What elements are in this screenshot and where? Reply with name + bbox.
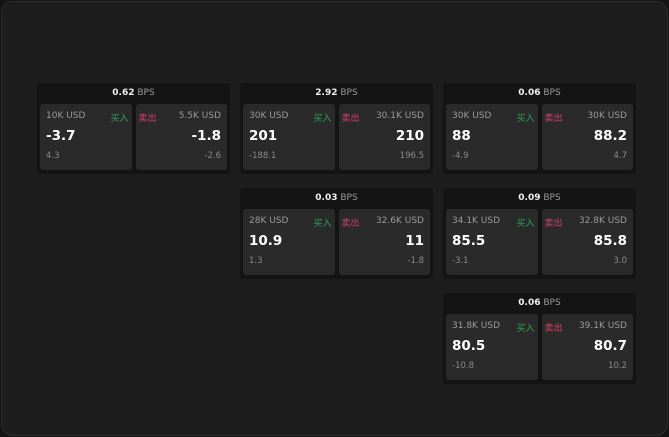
sell-change: 3.0 (613, 256, 627, 266)
price-widget: 0.03 BPS 28K USD 买入 10.9 1.3 卖出 32.6K US… (240, 188, 433, 279)
spread-header: 0.06 BPS (443, 293, 636, 314)
buy-size: 31.8K USD (452, 321, 501, 331)
buy-change: -10.8 (452, 361, 474, 371)
buy-label: 买入 (516, 114, 535, 124)
price-widget: 0.09 BPS 34.1K USD 买入 85.5 -3.1 卖出 32.8K… (443, 188, 636, 279)
spread-unit: BPS (543, 88, 561, 98)
sell-change: -1.8 (407, 256, 424, 266)
buy-price: 80.5 (452, 338, 486, 354)
sell-label: 卖出 (544, 324, 563, 334)
spread-unit: BPS (340, 193, 358, 203)
buy-change: -3.1 (452, 256, 469, 266)
buy-price: -3.7 (46, 128, 76, 144)
sell-button[interactable]: 卖出 32.8K USD 85.8 3.0 (541, 209, 633, 275)
price-widget: 0.06 BPS 31.8K USD 买入 80.5 -10.8 卖出 39.1… (443, 293, 636, 384)
sell-label: 卖出 (544, 114, 563, 124)
sell-size: 32.6K USD (375, 216, 424, 226)
spread-header: 0.62 BPS (37, 83, 230, 104)
sell-label: 卖出 (341, 114, 360, 124)
price-widget: 2.92 BPS 30K USD 买入 201 -188.1 卖出 30.1K … (240, 83, 433, 174)
price-widget: 0.62 BPS 10K USD 买入 -3.7 4.3 卖出 5.5K USD… (37, 83, 230, 174)
spread-header: 0.03 BPS (240, 188, 433, 209)
sell-size: 32.8K USD (578, 216, 627, 226)
spread-unit: BPS (340, 88, 358, 98)
sell-change: -2.6 (204, 151, 221, 161)
buy-change: -4.9 (452, 151, 469, 161)
buy-label: 买入 (516, 324, 535, 334)
buy-label: 买入 (516, 219, 535, 229)
buy-button[interactable]: 28K USD 买入 10.9 1.3 (243, 209, 335, 275)
sell-size: 39.1K USD (578, 321, 627, 331)
sell-button[interactable]: 卖出 5.5K USD -1.8 -2.6 (135, 104, 227, 170)
buy-button[interactable]: 30K USD 买入 88 -4.9 (446, 104, 538, 170)
sell-button[interactable]: 卖出 30K USD 88.2 4.7 (541, 104, 633, 170)
price-widget: 0.06 BPS 30K USD 买入 88 -4.9 卖出 30K USD 8… (443, 83, 636, 174)
buy-label: 买入 (313, 219, 332, 229)
sell-size: 5.5K USD (178, 111, 221, 121)
sell-change: 196.5 (399, 151, 424, 161)
buy-size: 30K USD (452, 111, 492, 121)
buy-price: 201 (249, 128, 278, 144)
buy-label: 买入 (110, 114, 129, 124)
buy-label: 买入 (313, 114, 332, 124)
buy-size: 28K USD (249, 216, 289, 226)
sell-button[interactable]: 卖出 39.1K USD 80.7 10.2 (541, 314, 633, 380)
spread-unit: BPS (543, 298, 561, 308)
spread-value: 0.09 (518, 193, 541, 203)
sell-price: 11 (405, 233, 424, 249)
spread-value: 0.06 (518, 88, 541, 98)
sell-change: 4.7 (613, 151, 627, 161)
buy-size: 34.1K USD (452, 216, 501, 226)
buy-price: 10.9 (249, 233, 283, 249)
sell-button[interactable]: 卖出 30.1K USD 210 196.5 (338, 104, 430, 170)
sell-price: 88.2 (593, 128, 627, 144)
spread-header: 0.06 BPS (443, 83, 636, 104)
sell-label: 卖出 (341, 219, 360, 229)
buy-button[interactable]: 31.8K USD 买入 80.5 -10.8 (446, 314, 538, 380)
spread-header: 2.92 BPS (240, 83, 433, 104)
sell-size: 30.1K USD (375, 111, 424, 121)
buy-change: 1.3 (249, 256, 263, 266)
sell-button[interactable]: 卖出 32.6K USD 11 -1.8 (338, 209, 430, 275)
spread-value: 0.03 (315, 193, 338, 203)
spread-unit: BPS (137, 88, 155, 98)
sell-size: 30K USD (587, 111, 627, 121)
buy-button[interactable]: 10K USD 买入 -3.7 4.3 (40, 104, 132, 170)
buy-button[interactable]: 34.1K USD 买入 85.5 -3.1 (446, 209, 538, 275)
spread-value: 0.06 (518, 298, 541, 308)
sell-price: 80.7 (593, 338, 627, 354)
buy-price: 85.5 (452, 233, 486, 249)
spread-value: 2.92 (315, 88, 338, 98)
buy-price: 88 (452, 128, 471, 144)
buy-size: 10K USD (46, 111, 86, 121)
sell-price: -1.8 (191, 128, 221, 144)
sell-change: 10.2 (608, 361, 627, 371)
buy-change: -188.1 (249, 151, 277, 161)
spread-value: 0.62 (112, 88, 135, 98)
spread-unit: BPS (543, 193, 561, 203)
sell-price: 210 (395, 128, 424, 144)
buy-change: 4.3 (46, 151, 60, 161)
buy-button[interactable]: 30K USD 买入 201 -188.1 (243, 104, 335, 170)
spread-header: 0.09 BPS (443, 188, 636, 209)
sell-label: 卖出 (138, 114, 157, 124)
sell-label: 卖出 (544, 219, 563, 229)
sell-price: 85.8 (593, 233, 627, 249)
buy-size: 30K USD (249, 111, 289, 121)
